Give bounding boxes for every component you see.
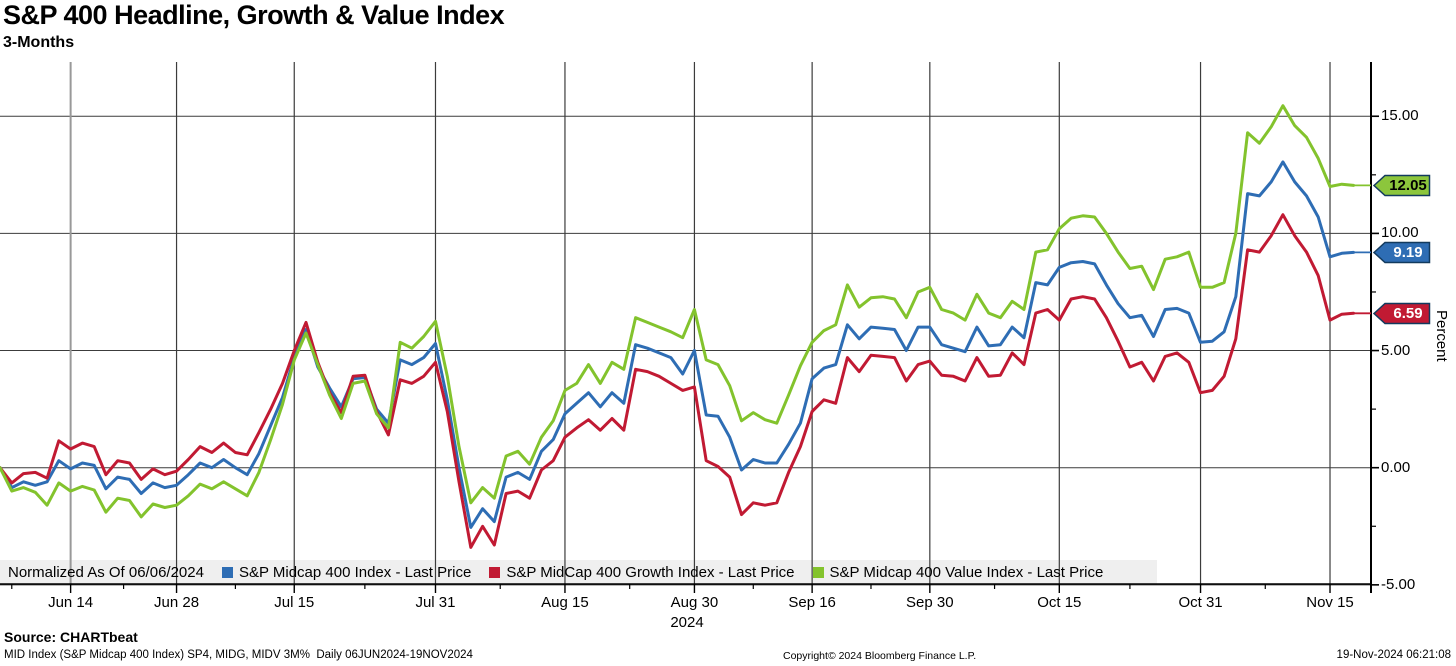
price-tag-value: 12.05 [1389,176,1427,194]
x-axis-tick-label: Sep 30 [906,594,954,611]
price-tag-value: 9.19 [1393,243,1423,261]
x-axis-tick-label: Jun 28 [154,594,200,611]
legend-normalized-note: Normalized As Of 06/06/2024 [8,563,204,581]
price-tag-shape [1373,241,1431,264]
series-line [0,160,1355,529]
y-axis-tick-label: 15.00 [1381,107,1419,125]
price-tag-shape [1373,174,1431,197]
page-title: S&P 400 Headline, Growth & Value Index [3,0,505,30]
y-axis-tick-label: 0.00 [1381,458,1411,476]
price-tag-value: 6.59 [1393,304,1423,322]
price-tag-shape [1373,302,1431,325]
legend: Normalized As Of 06/06/2024 S&P Midcap 4… [0,560,1103,584]
series-swatch-icon [221,566,233,578]
chart-subtitle: 3-Months [3,34,75,51]
source-label: Source: CHARTbeat [4,629,138,645]
x-axis-tick-label: Aug 15 [541,594,589,611]
x-axis-tick-label: Jul 31 [415,594,456,611]
y-axis-tick-label: 5.00 [1381,341,1411,359]
last-price-tag: 6.59 [1373,302,1431,325]
y-axis-tick-label: -5.00 [1381,575,1416,593]
x-axis-year-label: 2024 [670,614,704,631]
legend-item-growth-index[interactable]: S&P MidCap 400 Growth Index - Last Price [489,563,795,581]
copyright-notice: Copyright© 2024 Bloomberg Finance L.P. [783,650,977,662]
x-axis-tick-label: Jun 14 [48,594,94,611]
series-swatch-icon [812,566,824,578]
x-axis-tick-label: Oct 15 [1037,594,1082,611]
timestamp: 19-Nov-2024 06:21:08 [1336,649,1451,661]
ticker-description: MID Index (S&P Midcap 400 Index) SP4, MI… [4,649,473,661]
legend-strip-background [0,560,1157,584]
y-axis-title: Percent [1433,310,1450,362]
last-price-tag: 9.19 [1373,241,1431,264]
x-axis-tick-label: Jul 15 [274,594,315,611]
last-price-tag: 12.05 [1373,174,1431,197]
x-axis-tick-label: Nov 15 [1306,594,1354,611]
x-axis-tick-label: Aug 30 [670,594,719,611]
legend-item-label: S&P Midcap 400 Index - Last Price [238,563,472,581]
y-axis-tick-label: 10.00 [1381,224,1419,242]
series-line [0,213,1355,549]
series-swatch-icon [489,566,501,578]
x-axis-tick-label: Sep 16 [788,594,836,611]
legend-item-label: S&P MidCap 400 Growth Index - Last Price [506,563,795,581]
legend-item-value-index[interactable]: S&P Midcap 400 Value Index - Last Price [812,563,1104,581]
x-axis-tick-label: Oct 31 [1178,594,1223,611]
series-line [0,104,1355,519]
legend-item-label: S&P Midcap 400 Value Index - Last Price [829,563,1104,581]
legend-item-midcap-index[interactable]: S&P Midcap 400 Index - Last Price [221,563,472,581]
